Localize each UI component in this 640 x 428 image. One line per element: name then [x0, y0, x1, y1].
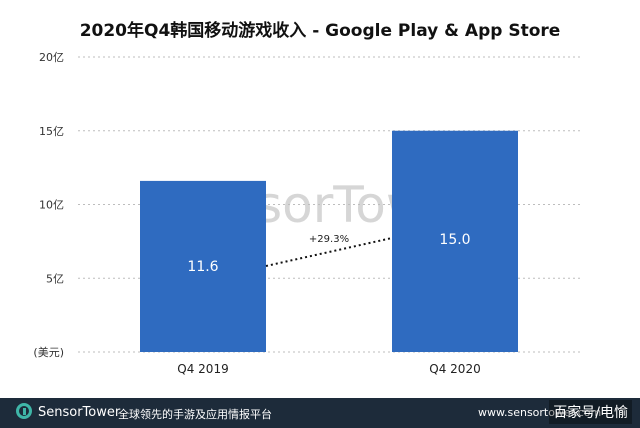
bar [140, 180, 266, 352]
grid: (美元) 5亿 10亿 15亿 20亿 [33, 51, 582, 359]
bar-value-label: 15.0 [439, 232, 470, 248]
growth-annotation: +29.3% [309, 234, 349, 245]
footer-brand: SensorTower [38, 405, 121, 420]
y-tick-label: 20亿 [39, 51, 64, 64]
y-tick-label: 5亿 [46, 272, 64, 285]
y-tick-label: 10亿 [39, 199, 64, 212]
chart: SensorTower 2020年Q4韩国移动游戏收入 - Google Pla… [33, 20, 582, 376]
growth-line [265, 237, 393, 267]
y-tick-label: (美元) [33, 346, 64, 359]
x-tick-label: Q4 2020 [429, 362, 480, 376]
bars: 11.6 Q4 2019 15.0 Q4 2020 [140, 130, 518, 376]
x-tick-label: Q4 2019 [177, 362, 228, 376]
footer-bar: SensorTower 全球领先的手游及应用情报平台 www.sensortow… [0, 398, 640, 428]
footer-tagline: 全球领先的手游及应用情报平台 [118, 408, 272, 421]
chart-title: 2020年Q4韩国移动游戏收入 - Google Play & App Stor… [80, 20, 561, 41]
y-tick-label: 15亿 [39, 125, 64, 138]
source-overlay: 百家号/电愉 [549, 400, 632, 424]
footer-site: www.sensortower.com [478, 406, 602, 419]
bar [392, 130, 518, 352]
bar-value-label: 11.6 [187, 259, 218, 275]
sensortower-logo-icon [16, 403, 32, 419]
